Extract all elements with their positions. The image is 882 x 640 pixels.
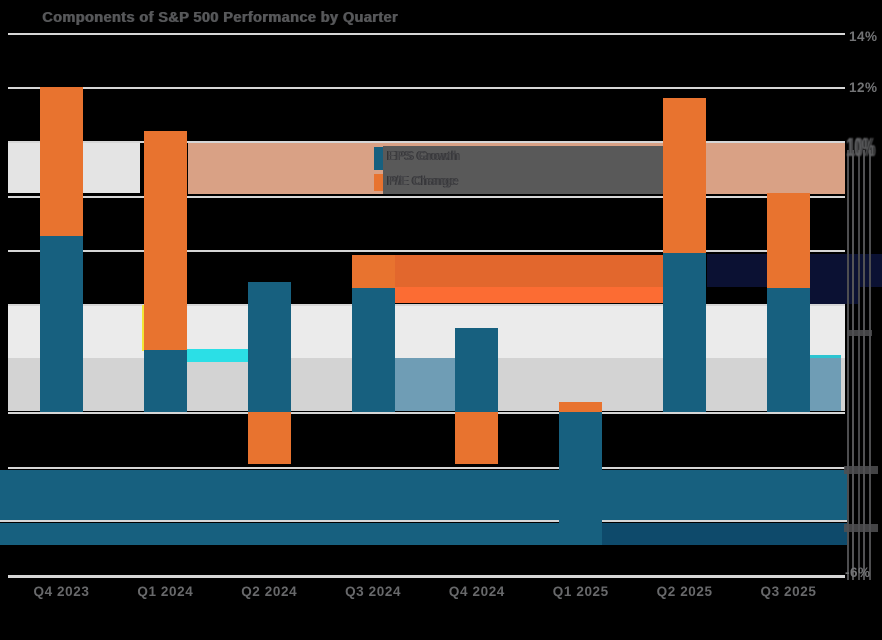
- glitch-band-orange-dark: [395, 255, 663, 287]
- gridline-8: [8, 195, 845, 198]
- x-tick-label-q4-2023: Q4 2023: [33, 584, 90, 599]
- glitch-band-navy-b: [810, 287, 858, 304]
- gridline-14: [8, 33, 845, 35]
- legend-label-eps-growth: EPS Growth: [387, 149, 459, 163]
- x-tick-label-q2-2024: Q2 2024: [241, 584, 298, 599]
- glitch-cyan-sliver: [187, 349, 248, 362]
- glitch-band-orange-bright: [395, 287, 663, 303]
- bar-segment-eps-growth-q2-2024: [247, 282, 291, 413]
- gridline-10: [8, 141, 845, 144]
- y-axis-label-12: 12%: [849, 80, 878, 95]
- bar-segment-eps-growth-q4-2024: [455, 328, 499, 413]
- glitch-band-big-blue: [0, 470, 848, 520]
- x-tick-label-q3-2025: Q3 2025: [760, 584, 817, 599]
- glitch-streak-notch: [848, 330, 872, 336]
- bar-segment-p-e-change-q4-2024: [455, 412, 499, 464]
- gridline-0: [8, 412, 845, 415]
- gridline--2: [8, 466, 845, 469]
- x-tick-label-q1-2024: Q1 2024: [137, 584, 194, 599]
- legend-item-eps-growth: EPS Growth: [374, 147, 459, 170]
- y-axis-label-10-garbled: 10%: [846, 133, 875, 162]
- glitch-yellow-sliver: [141, 305, 144, 351]
- gridline-neg4-front: [0, 520, 848, 522]
- bar-segment-eps-growth-q2-2025: [663, 252, 707, 413]
- bar-segment-eps-growth-q3-2024: [351, 287, 395, 413]
- x-tick-label-q1-2025: Q1 2025: [552, 584, 609, 599]
- glitch-band-dark-gray: [383, 146, 663, 194]
- glitch-band-light-gray: [8, 306, 845, 358]
- legend-label-pe-change: P/E Change: [387, 174, 458, 188]
- x-tick-label-q2-2025: Q2 2025: [656, 584, 713, 599]
- bar-segment-p-e-change-q2-2025: [663, 98, 707, 253]
- bar-segment-p-e-change-q3-2024: [351, 255, 395, 288]
- gridline-6: [8, 249, 845, 252]
- glitch-teal-edge: [810, 355, 841, 358]
- y-axis-label-neg6: -6%: [845, 565, 871, 580]
- legend-swatch-pe-change: [374, 174, 383, 191]
- glitch-band-steel-right: [810, 358, 841, 411]
- gridline-4: [8, 304, 845, 306]
- glitch-axis-label-streaks: [847, 150, 878, 580]
- bar-segment-p-e-change-q4-2023: [40, 87, 83, 237]
- bar-segment-eps-growth-q4-2023: [40, 236, 83, 413]
- bar-segment-p-e-change-q1-2024: [143, 130, 187, 351]
- gridline-12: [8, 87, 845, 90]
- x-tick-label-q3-2024: Q3 2024: [345, 584, 402, 599]
- glitch-band-steel-left: [395, 358, 455, 411]
- legend: EPS Growth P/E Change: [374, 147, 459, 193]
- legend-swatch-eps-growth: [374, 147, 383, 170]
- bar-segment-p-e-change-q2-2024: [247, 412, 291, 464]
- bar-segment-p-e-change-q3-2025: [766, 192, 810, 288]
- glitch-streak-notch: [844, 466, 878, 474]
- bar-segment-eps-growth-q1-2024: [143, 350, 187, 413]
- bar-segment-eps-growth-q3-2025: [766, 287, 810, 413]
- glitch-band-low-left: [0, 523, 602, 545]
- glitch-streak-notch: [844, 524, 878, 532]
- y-axis-label-14: 14%: [849, 29, 878, 44]
- x-tick-label-q4-2024: Q4 2024: [448, 584, 505, 599]
- glitch-band-low-right: [602, 523, 848, 545]
- legend-item-pe-change: P/E Change: [374, 172, 459, 191]
- bar-segment-eps-growth-q1-2025: [559, 412, 603, 546]
- bar-segment-p-e-change-q1-2025: [559, 401, 603, 413]
- chart-title: Components of S&P 500 Performance by Qua…: [42, 10, 398, 26]
- gridline--6: [8, 575, 845, 578]
